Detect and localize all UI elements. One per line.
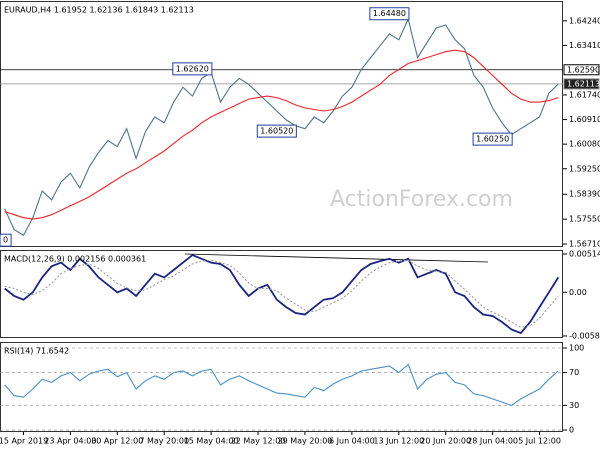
macd-trendline <box>184 253 489 263</box>
price-callout: 1.60520 <box>260 127 293 136</box>
y-tick-label: 1.57550 <box>569 215 600 224</box>
x-tick-label: 23 Apr 04:00 <box>44 437 96 446</box>
y-tick-label: 100 <box>569 343 584 352</box>
x-tick-label: 30 Apr 12:00 <box>91 437 143 446</box>
panel-title: MACD(12,26,9) 0.002156 0.000361 <box>4 255 146 264</box>
series-line <box>4 254 560 335</box>
y-tick-label: 0.005149 <box>569 250 600 259</box>
panel-title: RSI(14) 71.6542 <box>4 347 69 356</box>
x-tick-label: 28 Jun 04:00 <box>467 437 518 446</box>
x-tick-label: 29 May 20:00 <box>278 437 333 446</box>
x-tick-label: 15 May 04:00 <box>184 437 239 446</box>
panel-frame <box>0 250 563 338</box>
y-tick-label: -0.005887 <box>569 331 600 340</box>
y-tick-label: 1.61740 <box>569 90 600 99</box>
x-tick-label: 15 Apr 2019 <box>0 437 48 446</box>
level-label: 1.62113 <box>567 79 600 88</box>
level-box <box>563 78 600 90</box>
price-callout: 1.60250 <box>476 135 509 144</box>
y-tick-label: 1.60080 <box>569 140 600 149</box>
y-tick-label: 1.59250 <box>569 164 600 173</box>
price-callout-box <box>172 62 213 76</box>
panel-title: EURAUD,H4 1.61952 1.62136 1.61843 1.6211… <box>4 6 194 15</box>
price-callout-box <box>0 233 12 247</box>
price-callout-box <box>369 7 410 21</box>
price-callout: 1.64480 <box>373 9 406 18</box>
y-tick-label: 1.60910 <box>569 115 600 124</box>
price-callout-box <box>256 124 297 138</box>
x-tick-label: 13 Jun 12:00 <box>373 437 424 446</box>
y-tick-label: 1.64240 <box>569 16 600 25</box>
price-callout: 0 <box>3 236 8 245</box>
y-tick-label: 30 <box>569 401 579 410</box>
y-tick-label: 70 <box>569 368 579 377</box>
level-box <box>563 64 600 76</box>
x-tick-label: 7 May 20:00 <box>139 437 189 446</box>
x-tick-label: 22 May 12:00 <box>231 437 286 446</box>
series-line <box>4 49 559 220</box>
x-tick-label: 6 Jun 04:00 <box>329 437 375 446</box>
y-tick-label: 1.58390 <box>569 190 600 199</box>
price-callout-box <box>472 132 513 146</box>
series-line <box>4 363 559 407</box>
watermark: ActionForex.com <box>330 187 513 212</box>
y-tick-label: 0.00 <box>569 288 587 297</box>
price-callout: 1.62620 <box>176 64 209 73</box>
series-line <box>4 259 559 328</box>
y-tick-label: 1.56710 <box>569 240 600 249</box>
y-tick-label: 1.63410 <box>569 41 600 50</box>
y-tick-label: 0 <box>569 426 574 435</box>
x-tick-label: 5 Jul 12:00 <box>518 437 561 446</box>
level-label: 1.62590 <box>567 65 600 74</box>
x-tick-label: 20 Jun 20:00 <box>420 437 471 446</box>
panel-frame <box>0 342 563 432</box>
panel-frame <box>0 1 563 247</box>
